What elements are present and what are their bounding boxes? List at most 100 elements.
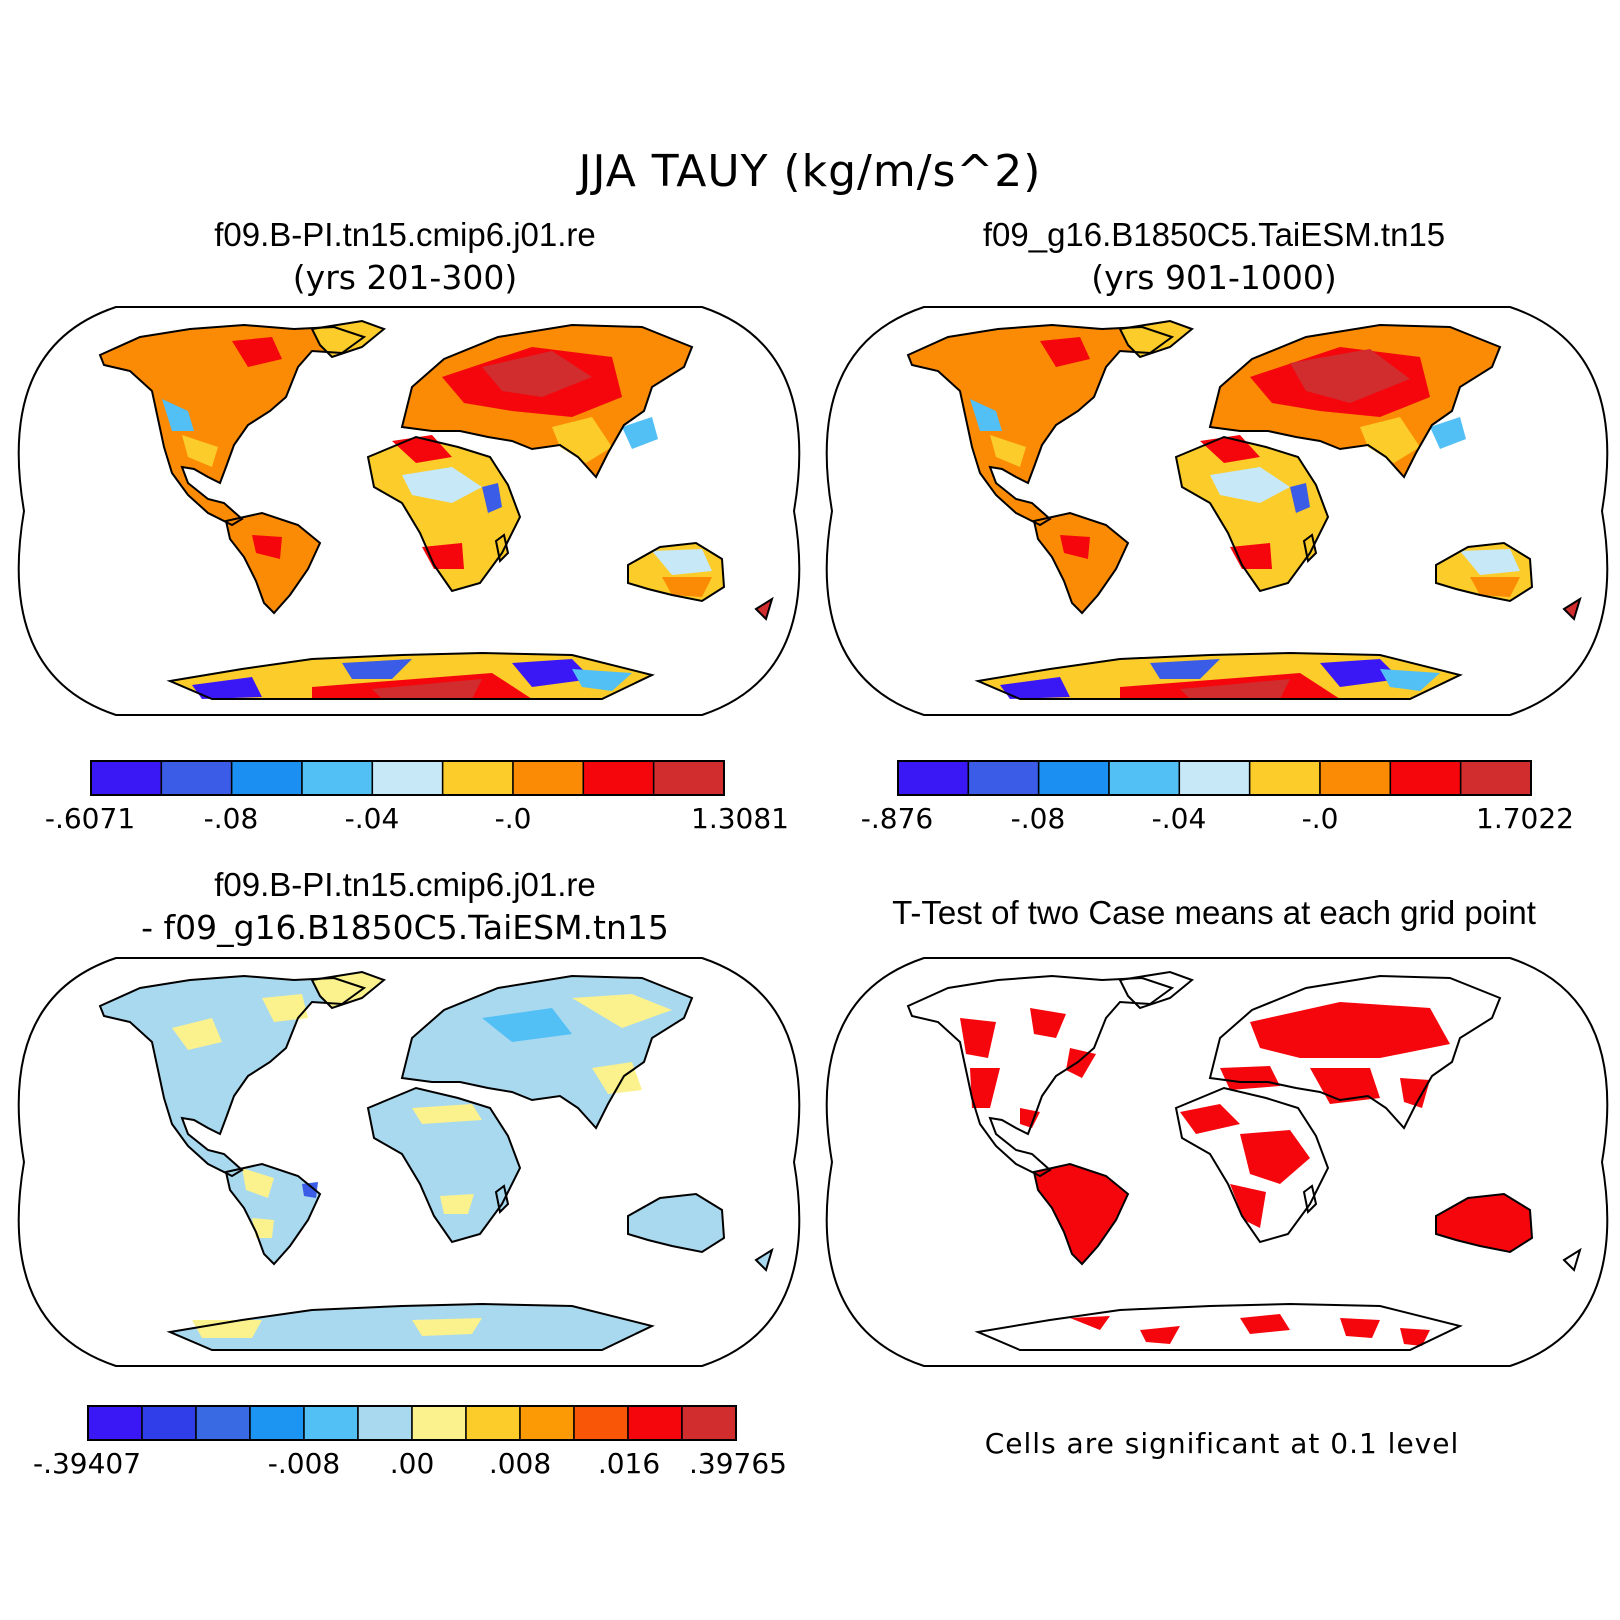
coastline <box>224 511 322 615</box>
coastline <box>494 533 510 564</box>
field-patch <box>252 1218 274 1238</box>
field-patch <box>402 467 482 503</box>
coastline <box>1118 970 1194 1010</box>
field-patch <box>232 337 282 367</box>
coastline <box>1032 511 1130 615</box>
field-patch <box>1150 659 1220 679</box>
land-northAmerica <box>100 976 364 1176</box>
tick-label: -.08 <box>203 802 259 835</box>
field-patch <box>572 994 672 1028</box>
field-patch <box>242 1168 274 1198</box>
field-patch <box>1460 549 1520 575</box>
field-patch <box>482 351 592 397</box>
land-australia <box>1436 1194 1532 1252</box>
land-greenland <box>312 972 384 1008</box>
colorbar-box <box>1037 760 1110 796</box>
tick-label: 1.3081 <box>691 802 789 835</box>
field-patch <box>372 679 482 699</box>
field-patch <box>440 1194 474 1214</box>
coastline <box>224 1162 322 1266</box>
coastline <box>310 319 386 359</box>
colorbar-box <box>357 1405 413 1441</box>
field-patch <box>970 399 1002 431</box>
field-patch <box>512 659 592 687</box>
land-antarctica <box>170 1304 652 1350</box>
land-greenland <box>1120 972 1192 1008</box>
field-patch <box>482 483 502 513</box>
coastline <box>98 323 367 527</box>
field-patch <box>1220 1066 1280 1090</box>
coastline <box>1174 1086 1330 1244</box>
land-africa <box>368 1088 520 1242</box>
coastline <box>754 596 774 621</box>
field-patch <box>482 1008 572 1042</box>
field-patch <box>1180 679 1290 699</box>
map-case2 <box>825 306 1609 716</box>
colorbar-case1 <box>90 760 725 796</box>
colorbar-box <box>301 760 374 796</box>
colorbar-box <box>1248 760 1321 796</box>
colorbar-box <box>967 760 1040 796</box>
tick-label: -.008 <box>267 1447 341 1480</box>
coastline <box>974 651 1463 700</box>
panel4-note: Cells are significant at 0.1 level <box>984 1427 1460 1460</box>
tick-label: -.39407 <box>32 1447 142 1480</box>
colorbar-box <box>141 1405 197 1441</box>
colorbar-box <box>627 1405 683 1441</box>
field-patch <box>262 994 308 1022</box>
field-patch <box>1400 1328 1430 1346</box>
field-patch <box>1030 1008 1066 1038</box>
land-southAmerica <box>1034 1164 1128 1264</box>
tick-label: -.04 <box>1151 802 1207 835</box>
land-australia <box>628 1194 724 1252</box>
field-patch <box>1060 535 1090 559</box>
colorbar-box <box>230 760 303 796</box>
panel1-title: f09.B-PI.tn15.cmip6.j01.re <box>214 216 596 253</box>
tick-label: -.08 <box>1010 802 1066 835</box>
coastline <box>906 323 1175 527</box>
field-patch <box>592 1062 642 1094</box>
colorbar-box <box>652 760 725 796</box>
field-patch <box>1400 1078 1430 1108</box>
map-border <box>825 306 1609 716</box>
coastline <box>1208 974 1502 1130</box>
colorbar-box <box>465 1405 521 1441</box>
map-border <box>17 957 801 1367</box>
land-northAmerica <box>100 325 364 525</box>
panel3-subtitle: - f09_g16.B1850C5.TaiESM.tn15 <box>141 908 669 947</box>
coastline <box>1302 1184 1318 1215</box>
tick-label: .39765 <box>689 1447 787 1480</box>
map-diff <box>17 957 801 1367</box>
colorbar-box <box>441 760 514 796</box>
land-newZealand <box>1564 1250 1580 1270</box>
field-patch <box>1250 1002 1450 1058</box>
land-northAmerica <box>908 325 1172 525</box>
coastline <box>1032 1162 1130 1266</box>
tick-label: -.6071 <box>44 802 136 835</box>
colorbar-box <box>1459 760 1532 796</box>
coastline <box>1118 319 1194 359</box>
coastline <box>1435 541 1534 603</box>
field-patch <box>652 549 712 575</box>
panel1-subtitle: (yrs 201-300) <box>292 258 518 297</box>
field-patch <box>1210 467 1290 503</box>
field-patch <box>1230 1184 1266 1228</box>
field-patch <box>552 417 612 463</box>
field-patch <box>1000 677 1070 699</box>
tick-label: -.876 <box>860 802 934 835</box>
coastline <box>166 1302 655 1351</box>
field-patch <box>1320 659 1400 687</box>
coastline <box>754 1247 774 1272</box>
colorbar-box <box>573 1405 629 1441</box>
land-antarctica <box>978 1304 1460 1350</box>
colorbar-box <box>411 1405 467 1441</box>
colorbar-box <box>897 760 970 796</box>
field-patch <box>1066 1048 1096 1078</box>
coastline <box>1302 533 1318 564</box>
field-patch <box>162 399 194 431</box>
colorbar-box <box>582 760 655 796</box>
map-case1 <box>17 306 801 716</box>
land-greenland <box>1120 321 1192 357</box>
colorbar-box <box>1319 760 1392 796</box>
colorbar-box <box>1108 760 1181 796</box>
